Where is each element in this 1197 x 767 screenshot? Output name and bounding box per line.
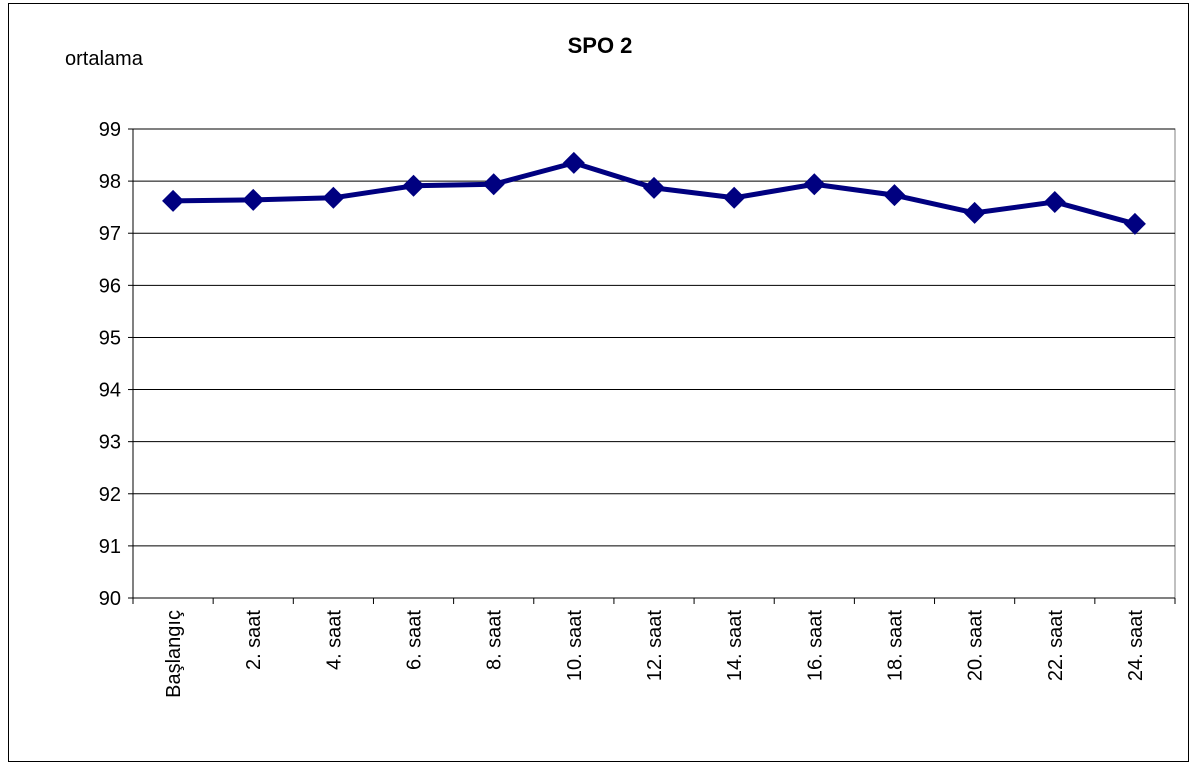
- data-point: [242, 188, 265, 211]
- y-tick-label: 98: [99, 171, 121, 193]
- data-point: [402, 174, 425, 197]
- y-tick-label: 95: [99, 327, 121, 349]
- y-tick-label: 91: [99, 536, 121, 558]
- y-tick-label: 94: [99, 380, 121, 402]
- data-point: [643, 176, 665, 199]
- x-tick-label: 20. saat: [965, 610, 987, 682]
- x-tick-label: 14. saat: [724, 610, 746, 682]
- x-tick-label: 8. saat: [484, 610, 506, 670]
- data-point: [482, 173, 505, 196]
- data-point: [883, 184, 906, 207]
- x-tick-label: 18. saat: [884, 610, 906, 682]
- x-tick-label: 12. saat: [644, 610, 666, 682]
- data-point: [162, 189, 185, 212]
- y-tick-label: 92: [99, 484, 121, 506]
- data-point: [723, 186, 746, 209]
- data-point: [562, 151, 585, 174]
- chart-title: SPO 2: [568, 33, 633, 58]
- x-tick-label: 6. saat: [404, 610, 426, 670]
- x-tick-label: 4. saat: [323, 610, 345, 670]
- y-tick-label: 90: [99, 588, 121, 610]
- y-tick-label: 93: [99, 432, 121, 454]
- x-tick-label: 24. saat: [1125, 610, 1147, 682]
- data-point: [322, 186, 345, 209]
- y-tick-label: 96: [99, 275, 121, 297]
- data-point: [803, 173, 826, 196]
- x-tick-label: 10. saat: [564, 610, 586, 682]
- x-tick-label: 16. saat: [804, 610, 826, 682]
- data-point: [1043, 190, 1066, 213]
- y-tick-label: 97: [99, 223, 121, 245]
- x-tick-label: Başlangıç: [163, 610, 185, 698]
- x-tick-label: 22. saat: [1045, 610, 1067, 682]
- data-point: [1123, 212, 1146, 235]
- data-point: [963, 201, 986, 224]
- y-axis-label: ortalama: [65, 48, 144, 70]
- y-tick-label: 99: [99, 119, 121, 141]
- x-tick-label: 2. saat: [243, 610, 265, 670]
